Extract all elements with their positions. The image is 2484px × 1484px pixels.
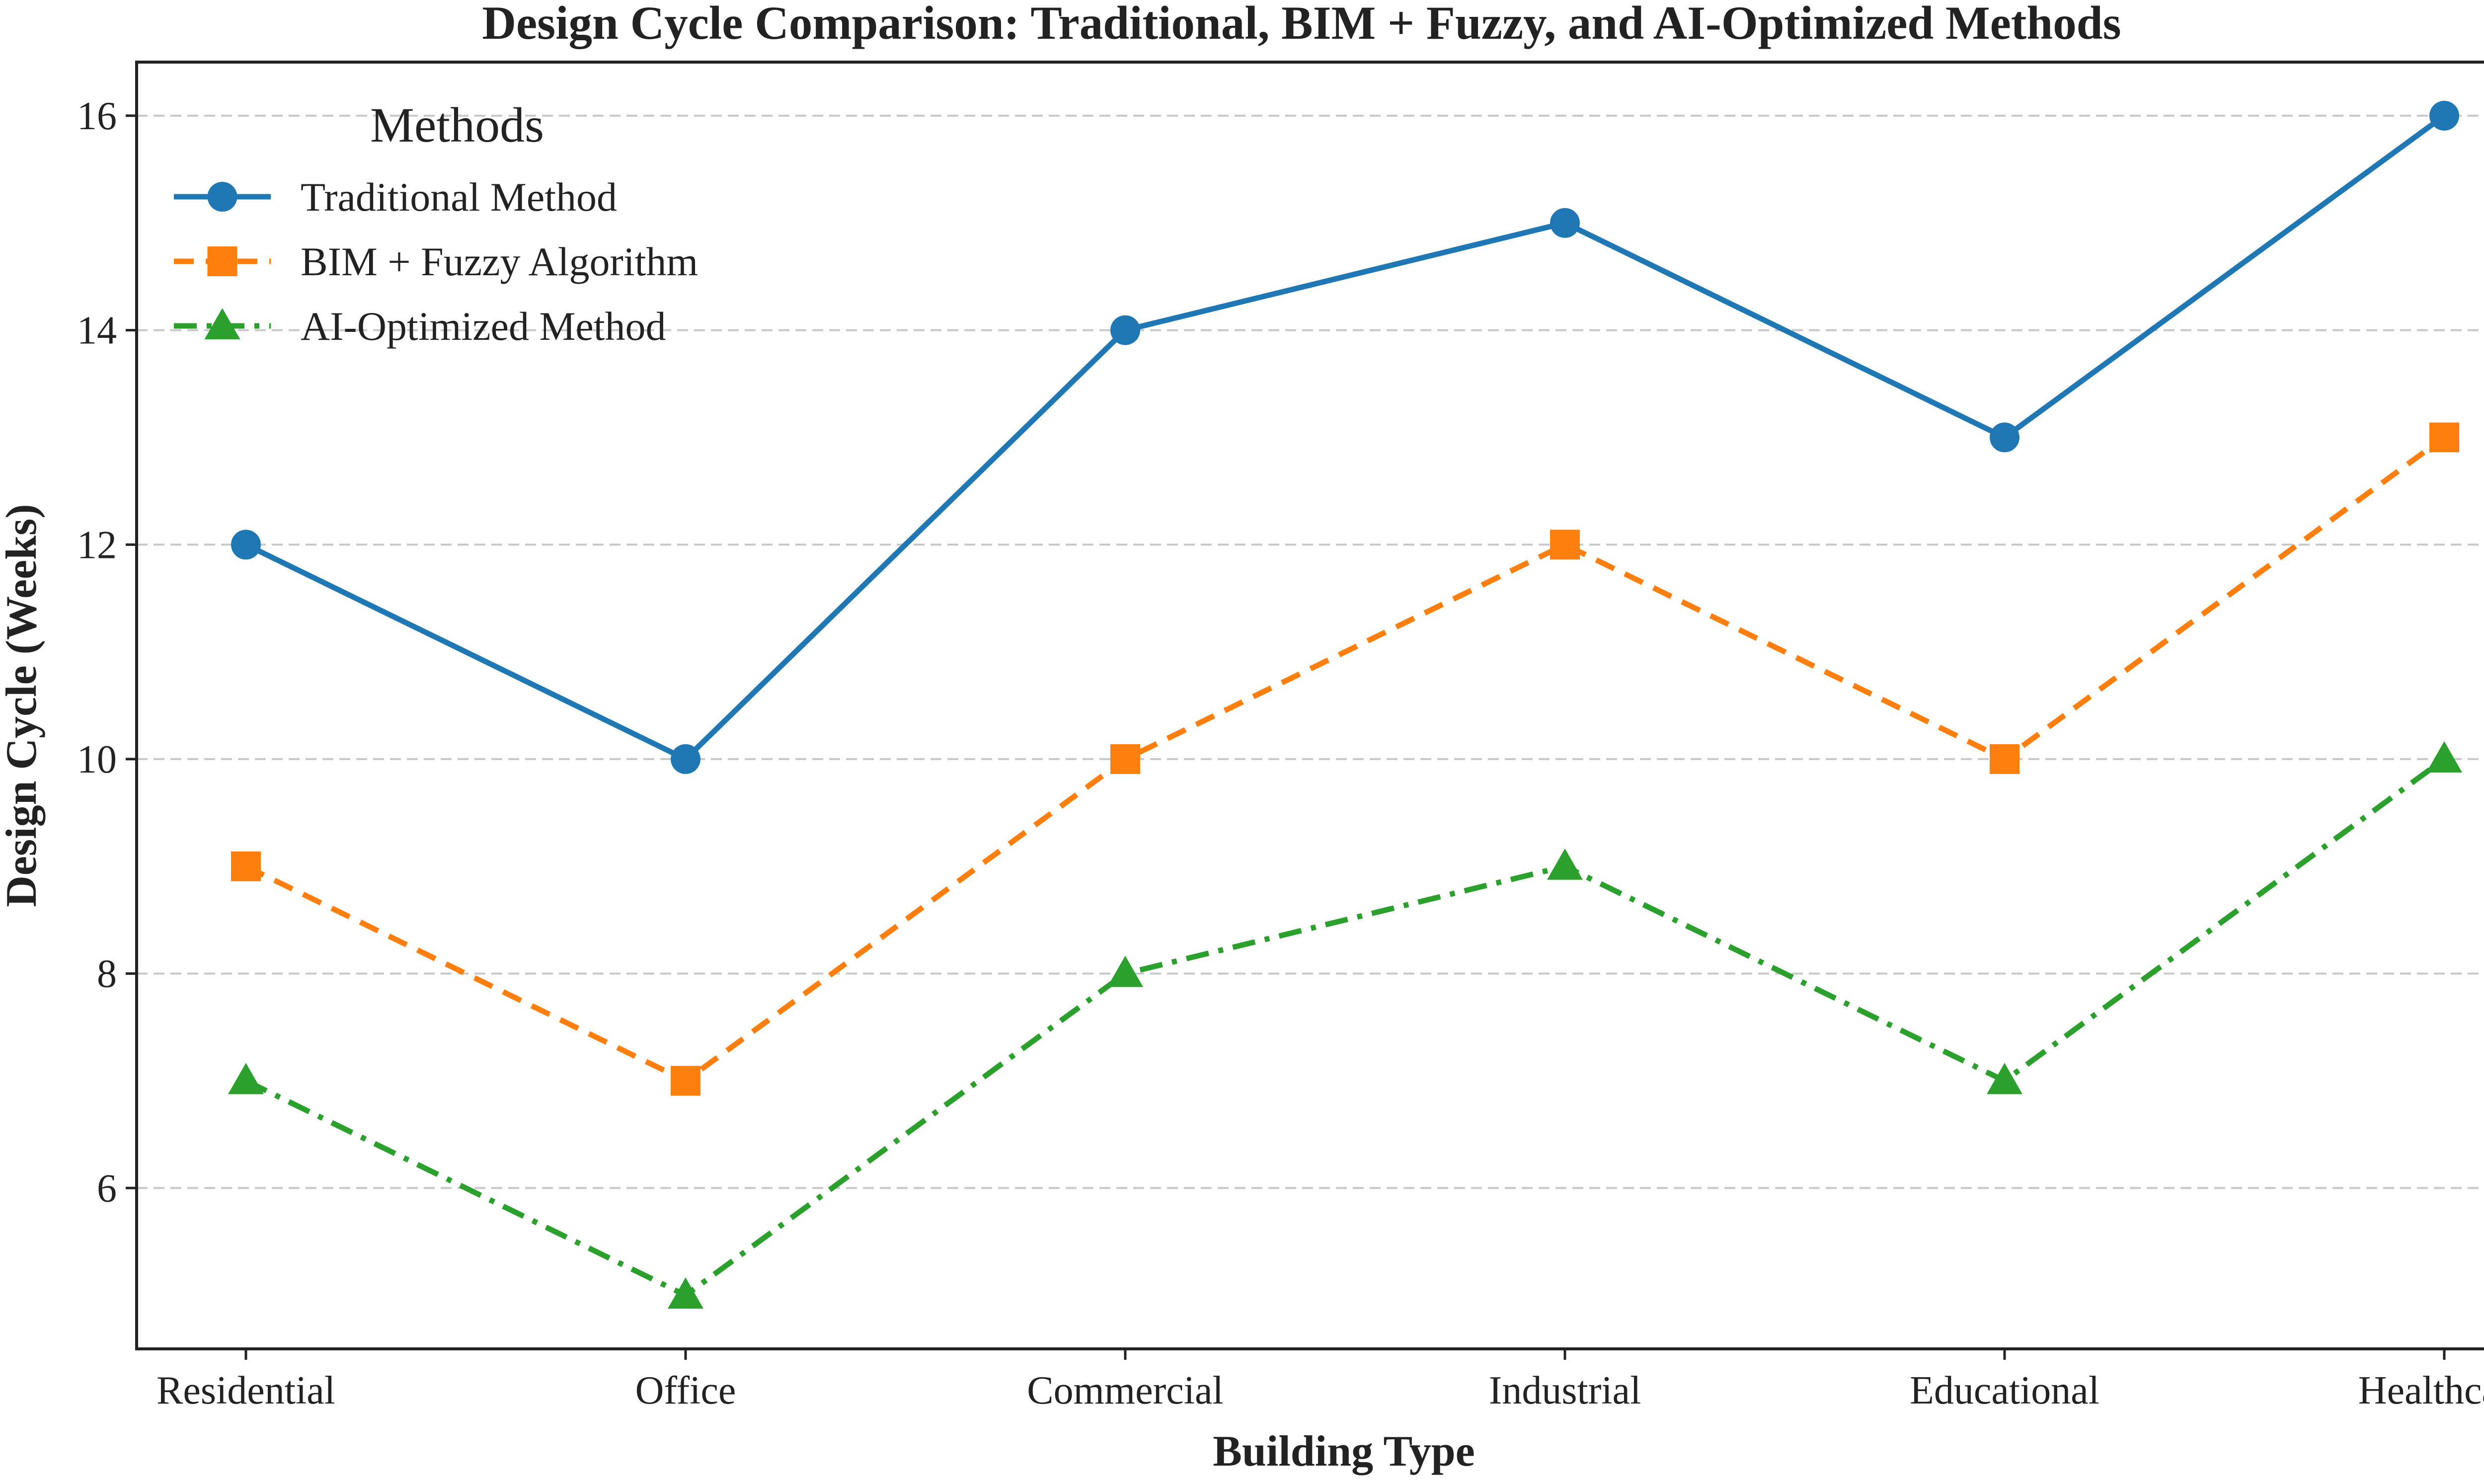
x-tick-label: Commercial xyxy=(1027,1369,1223,1412)
legend-title: Methods xyxy=(370,97,544,153)
series-line xyxy=(244,435,2446,1084)
x-tick-label: Office xyxy=(635,1369,736,1412)
data-point xyxy=(1110,315,1140,345)
data-point xyxy=(231,851,261,881)
series-triangle xyxy=(228,741,2462,1309)
grid-lines xyxy=(137,114,2484,1189)
y-tick-label: 6 xyxy=(97,1167,117,1210)
y-tick-label: 8 xyxy=(97,952,117,996)
data-point xyxy=(1550,208,1580,238)
data-point xyxy=(671,1066,700,1096)
data-point xyxy=(1987,1063,2022,1094)
x-tick-label: Educational xyxy=(1910,1369,2099,1412)
series-circle xyxy=(231,100,2459,774)
y-tick-label: 10 xyxy=(77,738,117,781)
data-point xyxy=(668,1277,703,1309)
series-line xyxy=(244,113,2446,762)
plot-frame xyxy=(135,61,2484,1350)
x-tick-label: Industrial xyxy=(1489,1369,1641,1412)
legend-entry: AI-Optimized Method xyxy=(174,304,666,349)
data-point xyxy=(671,744,700,774)
data-point xyxy=(228,1063,264,1094)
x-axis: Residential Office Commercial Industrial Edu… xyxy=(156,1349,2484,1412)
data-point xyxy=(1990,744,2019,774)
legend-label: AI-Optimized Method xyxy=(301,304,666,349)
data-point xyxy=(1110,744,1140,774)
data-point xyxy=(1550,530,1580,560)
chart-title: Design Cycle Comparison: Traditional, BI… xyxy=(482,0,2121,49)
legend-entry: Traditional Method xyxy=(174,174,617,220)
data-point xyxy=(1990,422,2019,453)
y-axis-title: Design Cycle (Weeks) xyxy=(0,504,46,907)
data-point xyxy=(2429,100,2459,131)
legend-marker xyxy=(204,308,240,339)
legend-marker xyxy=(207,246,237,276)
legend: Methods Traditional Method BIM + Fuzzy Al… xyxy=(174,97,698,349)
series-line xyxy=(244,757,2446,1298)
series-group xyxy=(228,100,2462,1309)
y-tick-label: 12 xyxy=(77,523,117,567)
y-tick-label: 14 xyxy=(77,309,117,353)
legend-entry: BIM + Fuzzy Algorithm xyxy=(174,239,698,284)
y-axis: 6 8 10 12 14 16 xyxy=(77,94,137,1210)
y-tick-label: 16 xyxy=(77,94,117,138)
legend-marker xyxy=(207,182,237,212)
data-point xyxy=(1107,955,1143,987)
x-tick-label: Residential xyxy=(156,1369,335,1412)
x-axis-title: Building Type xyxy=(1213,1427,1475,1476)
data-point xyxy=(2429,422,2459,453)
legend-label: Traditional Method xyxy=(301,174,617,220)
x-tick-label: Healthcare xyxy=(2358,1369,2484,1412)
legend-label: BIM + Fuzzy Algorithm xyxy=(301,239,698,284)
data-point xyxy=(2426,741,2462,773)
data-point xyxy=(1547,848,1583,880)
series-square xyxy=(231,422,2459,1096)
data-point xyxy=(231,530,261,560)
